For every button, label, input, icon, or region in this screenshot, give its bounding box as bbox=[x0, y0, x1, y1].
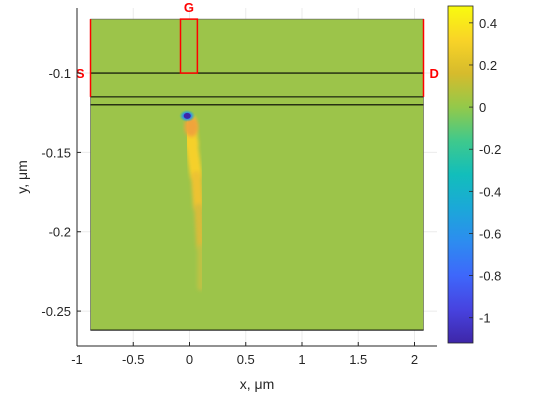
plot-axes bbox=[76, 8, 437, 347]
y-tick-label: -0.1 bbox=[49, 66, 71, 81]
field-layer bbox=[90, 19, 424, 331]
y-tick-label: -0.25 bbox=[41, 304, 71, 319]
gate-electrode bbox=[179, 18, 199, 74]
colorbar-tick-label: -1 bbox=[479, 311, 491, 326]
device-field-region bbox=[90, 19, 424, 331]
colorbar-tick-label: -0.4 bbox=[479, 184, 501, 199]
colorbar-tick-label: -0.8 bbox=[479, 269, 501, 284]
colorbar-tick-label: -0.2 bbox=[479, 142, 501, 157]
colorbar-ticks: 0.4 0.2 0 -0.2 -0.4 -0.6 -0.8 -1 bbox=[469, 16, 501, 326]
x-tick-label: 0 bbox=[186, 352, 193, 367]
y-tick-label: -0.15 bbox=[41, 145, 71, 160]
x-tick-label: 1.5 bbox=[349, 352, 367, 367]
colorbar: 0.4 0.2 0 -0.2 -0.4 -0.6 -0.8 -1 bbox=[447, 5, 501, 344]
overlay-layer: S DG bbox=[76, 0, 439, 331]
positive-tail-segment bbox=[194, 203, 206, 252]
x-ticks: -1 -0.5 0 0.5 1 1.5 2 bbox=[71, 342, 418, 367]
positive-tail-segment bbox=[185, 138, 203, 183]
colorbar-tick-label: 0.2 bbox=[479, 58, 497, 73]
x-tick-label: -1 bbox=[71, 352, 83, 367]
positive-tail-segment bbox=[191, 171, 204, 214]
colorbar-tick-label: -0.6 bbox=[479, 226, 501, 241]
x-tick-label: 0.5 bbox=[237, 352, 255, 367]
colorbar-tick-label: 0 bbox=[479, 100, 486, 115]
x-axis-label: x, μm bbox=[240, 376, 275, 392]
x-tick-label: 2 bbox=[411, 352, 418, 367]
y-ticks: -0.1 -0.15 -0.2 -0.25 bbox=[41, 66, 81, 319]
colorbar-tick-label: 0.4 bbox=[479, 16, 497, 31]
marker-label-d: D bbox=[430, 66, 439, 81]
x-tick-label: -0.5 bbox=[122, 352, 144, 367]
marker-label-g: G bbox=[184, 0, 194, 15]
x-tick-label: 1 bbox=[298, 352, 305, 367]
y-axis-label: y, μm bbox=[14, 160, 30, 193]
negative-blob-core bbox=[183, 112, 191, 119]
y-tick-label: -0.2 bbox=[49, 225, 71, 240]
colorbar-gradient bbox=[447, 5, 474, 344]
